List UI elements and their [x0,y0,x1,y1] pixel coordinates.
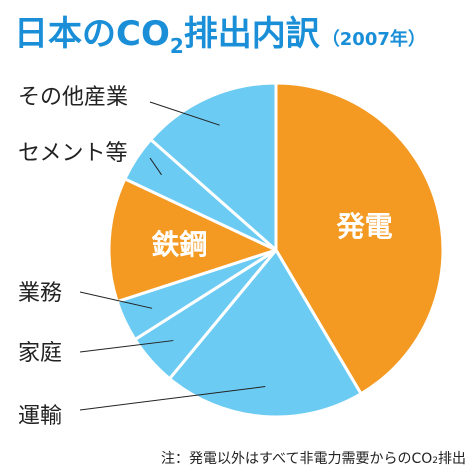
leader-line-5 [149,157,162,176]
leader-line-1 [79,386,266,411]
title-main-rest: 排出内訳 [183,14,320,54]
slice-label-2: 家庭 [18,341,62,366]
title-year: （2007年） [321,29,426,50]
slice-label-3: 業務 [18,281,62,306]
slice-label-4: 鉄鋼 [151,228,207,261]
slice-label-5: セメント等 [18,141,128,166]
slice-label-1: 運輸 [18,404,62,429]
leader-line-2 [79,340,174,353]
title-main: 日本のCO [14,14,170,54]
leader-line-3 [79,291,153,309]
pie-slice-4 [107,177,278,304]
slice-label-0: 発電 [336,210,393,243]
pie-slice-6 [149,81,278,252]
title-subscript: 2 [169,34,184,58]
slice-label-6: その他産業 [18,85,128,110]
footnote-subscript: 2 [432,456,438,466]
footnote-text: 注：発電以外はすべて非電力需要からのCO [161,451,433,467]
leader-line-6 [149,101,220,126]
chart-title: 日本のCO2排出内訳 （2007年） [14,6,426,58]
footnote-text-rest: 排出 [438,451,466,467]
pie-slice-1 [168,248,363,419]
pie-slice-0 [274,81,445,396]
footnote: 注：発電以外はすべて非電力需要からのCO2排出 [161,448,466,468]
